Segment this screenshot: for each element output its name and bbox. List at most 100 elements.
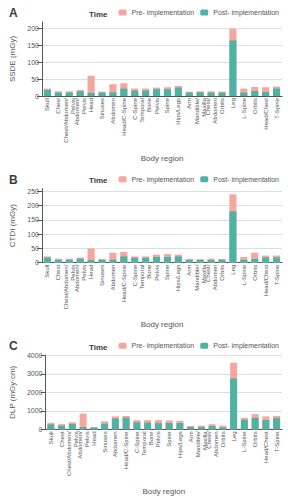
svg-text:Head/C-Spine: Head/C-Spine xyxy=(123,431,129,469)
svg-text:Head/Chest: Head/Chest xyxy=(263,431,269,463)
svg-text:C-Spine: C-Spine xyxy=(132,97,138,119)
svg-text:Abdomen: Abdomen xyxy=(212,98,218,124)
svg-text:0: 0 xyxy=(35,93,39,100)
svg-text:Orbits: Orbits xyxy=(220,431,226,447)
svg-text:Skull: Skull xyxy=(48,431,54,444)
svg-text:Skull: Skull xyxy=(44,265,50,278)
svg-text:Chest/: Chest/ xyxy=(205,264,211,282)
svg-text:L-Spine: L-Spine xyxy=(241,97,247,118)
svg-text:B: B xyxy=(9,173,18,187)
svg-text:Post- implementation: Post- implementation xyxy=(213,342,279,350)
svg-text:0: 0 xyxy=(35,259,39,266)
svg-text:Pre- implementation: Pre- implementation xyxy=(132,9,195,17)
svg-text:Leg: Leg xyxy=(231,431,237,441)
svg-text:Chest: Chest xyxy=(55,264,61,280)
svg-text:DLP (mGy·cm): DLP (mGy·cm) xyxy=(8,365,17,419)
svg-text:200: 200 xyxy=(27,202,39,209)
svg-text:Skull: Skull xyxy=(44,98,50,111)
svg-text:C-Spine: C-Spine xyxy=(132,264,138,286)
svg-text:2000: 2000 xyxy=(27,389,43,396)
svg-text:Pre- implementation: Pre- implementation xyxy=(132,176,195,184)
svg-text:Pelvis: Pelvis xyxy=(81,98,87,114)
svg-text:Body region: Body region xyxy=(142,487,185,496)
svg-text:Abdomen: Abdomen xyxy=(112,431,118,457)
svg-text:Chest: Chest xyxy=(59,431,65,447)
svg-text:Orbits: Orbits xyxy=(219,265,225,281)
svg-text:Body region: Body region xyxy=(141,154,184,163)
svg-text:Chest/: Chest/ xyxy=(205,98,211,116)
svg-text:T-Spine: T-Spine xyxy=(274,264,280,285)
svg-text:Temporal: Temporal xyxy=(141,431,147,456)
svg-text:Mandible/: Mandible/ xyxy=(194,98,200,124)
svg-text:Spine: Spine xyxy=(164,264,170,280)
svg-text:L-Spine: L-Spine xyxy=(241,264,247,285)
svg-text:4000: 4000 xyxy=(27,352,43,359)
svg-text:Pelvis: Pelvis xyxy=(155,431,161,447)
svg-text:Abdomen/: Abdomen/ xyxy=(77,431,83,459)
svg-text:Head: Head xyxy=(88,265,94,279)
svg-text:Leg: Leg xyxy=(230,98,236,108)
svg-text:Time: Time xyxy=(89,10,108,19)
svg-text:Chest/Abdomen/: Chest/Abdomen/ xyxy=(63,264,69,309)
svg-text:Spine: Spine xyxy=(164,97,170,113)
svg-text:200: 200 xyxy=(27,25,39,32)
svg-text:150: 150 xyxy=(27,42,39,49)
svg-text:T-Spine: T-Spine xyxy=(274,97,280,118)
svg-text:Hips/Legs: Hips/Legs xyxy=(175,265,181,292)
svg-text:Head: Head xyxy=(91,431,97,445)
svg-text:Temporal: Temporal xyxy=(139,265,145,290)
svg-text:100: 100 xyxy=(27,231,39,238)
svg-text:C-Spine: C-Spine xyxy=(134,431,140,453)
svg-text:Sinuses: Sinuses xyxy=(102,431,108,452)
svg-text:Post- implementation: Post- implementation xyxy=(213,9,279,17)
svg-text:L-Spine: L-Spine xyxy=(241,431,247,452)
svg-text:Bone: Bone xyxy=(146,264,152,279)
svg-text:Bone: Bone xyxy=(148,431,154,446)
svg-text:Pelvis: Pelvis xyxy=(154,265,160,281)
svg-text:A: A xyxy=(9,6,18,20)
svg-text:T-Spine: T-Spine xyxy=(274,431,280,452)
svg-text:Arm: Arm xyxy=(188,431,194,442)
svg-text:Head/Chest: Head/Chest xyxy=(263,98,269,130)
svg-text:50: 50 xyxy=(31,76,39,83)
svg-text:Bone: Bone xyxy=(146,97,152,112)
svg-text:Abdomen: Abdomen xyxy=(212,265,218,291)
svg-text:Abdomen: Abdomen xyxy=(110,98,116,124)
svg-text:Chest/Abdomen/: Chest/Abdomen/ xyxy=(63,98,69,143)
svg-text:Temporal: Temporal xyxy=(139,98,145,123)
svg-text:Pelvis: Pelvis xyxy=(154,98,160,114)
svg-text:Abdomen/: Abdomen/ xyxy=(74,98,80,126)
svg-text:Time: Time xyxy=(89,343,108,352)
svg-text:3000: 3000 xyxy=(27,370,43,377)
svg-text:Head/C-Spine: Head/C-Spine xyxy=(121,264,127,302)
svg-text:SSDE (mGy): SSDE (mGy) xyxy=(8,36,17,83)
svg-text:1000: 1000 xyxy=(27,407,43,414)
svg-text:Body region: Body region xyxy=(141,320,184,329)
svg-text:Orbits: Orbits xyxy=(252,431,258,447)
svg-text:250: 250 xyxy=(27,188,39,195)
svg-text:Chest/: Chest/ xyxy=(206,431,212,449)
svg-text:Arm: Arm xyxy=(186,265,192,276)
svg-text:Pelvis: Pelvis xyxy=(81,265,87,281)
svg-text:Chest: Chest xyxy=(55,98,61,114)
svg-text:100: 100 xyxy=(27,59,39,66)
svg-text:0: 0 xyxy=(39,426,43,433)
svg-text:Orbits: Orbits xyxy=(219,98,225,114)
svg-text:Mandible/: Mandible/ xyxy=(195,431,201,457)
svg-text:Hips/Legs: Hips/Legs xyxy=(175,98,181,125)
svg-text:Head/C-Spine: Head/C-Spine xyxy=(121,97,127,135)
svg-text:Sinuses: Sinuses xyxy=(99,265,105,286)
svg-text:Head: Head xyxy=(88,98,94,112)
svg-text:Post- implementation: Post- implementation xyxy=(213,176,279,184)
svg-text:Head/Chest: Head/Chest xyxy=(263,264,269,296)
svg-text:Arm: Arm xyxy=(186,98,192,109)
svg-text:Leg: Leg xyxy=(230,265,236,275)
svg-text:Orbits: Orbits xyxy=(252,98,258,114)
svg-text:Hips/Legs: Hips/Legs xyxy=(177,431,183,458)
svg-text:C: C xyxy=(9,339,18,353)
svg-text:Chest/Abdomen/: Chest/Abdomen/ xyxy=(66,431,72,476)
svg-text:CTDI (mGy): CTDI (mGy) xyxy=(8,204,17,247)
svg-text:Spine: Spine xyxy=(166,431,172,447)
svg-text:Abdomen: Abdomen xyxy=(213,431,219,457)
svg-text:Pre- implementation: Pre- implementation xyxy=(132,342,195,350)
